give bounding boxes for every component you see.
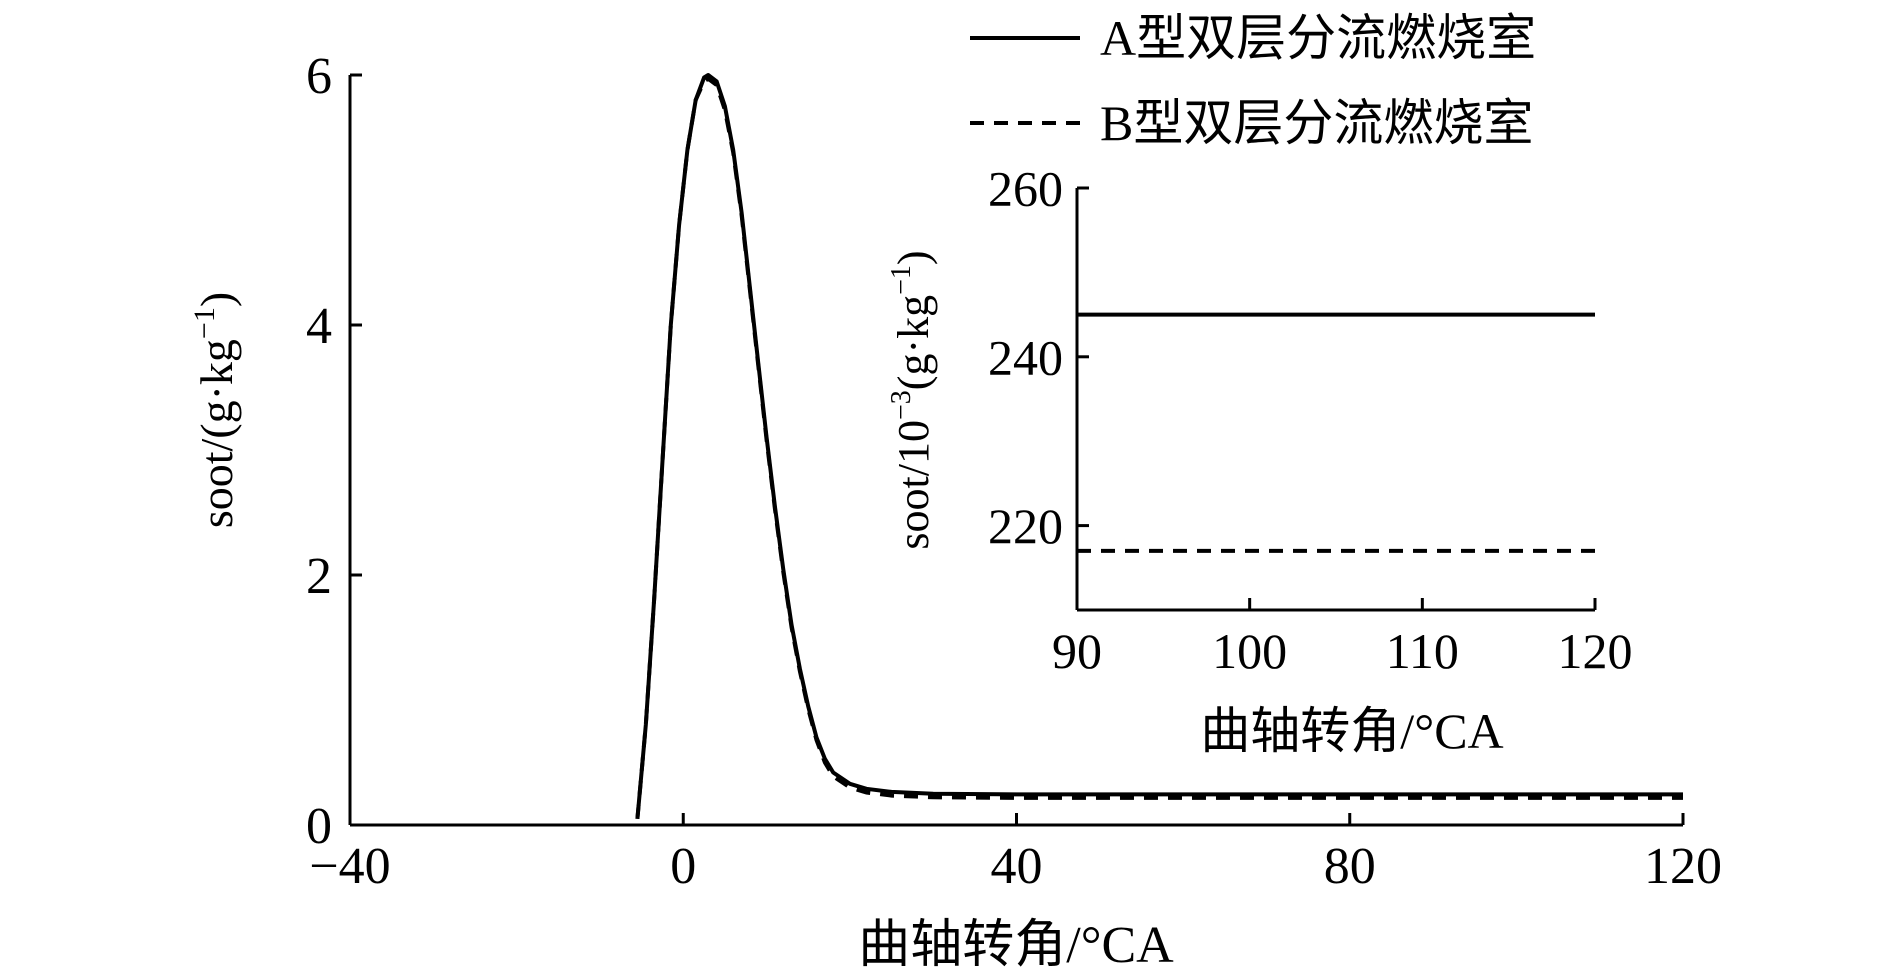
x-tick-label: 80 <box>1324 838 1376 895</box>
legend: A型双层分流燃烧室 B型双层分流燃烧室 <box>970 10 1536 151</box>
legend-item-a: A型双层分流燃烧室 <box>970 10 1536 66</box>
main-y-ticks: 0 2 4 6 <box>306 48 362 855</box>
legend-label-b: B型双层分流燃烧室 <box>1100 95 1533 151</box>
x-tick-label: 0 <box>670 838 696 895</box>
inset-x-ticks: 90 100 110 120 <box>1052 598 1633 679</box>
inset-plot: 90 100 110 120 220 240 260 曲轴转角/°CA soot/10−3… <box>886 161 1633 760</box>
x-tick-label: 120 <box>1558 623 1633 679</box>
main-series <box>635 73 1683 819</box>
x-tick-label: 40 <box>991 838 1043 895</box>
inset-y-axis-title: soot/10−3(g·kg−1) <box>886 250 938 549</box>
x-tick-label: −40 <box>309 838 390 895</box>
y-tick-label: 0 <box>306 798 332 855</box>
y-tick-label: 2 <box>306 548 332 605</box>
legend-label-a: A型双层分流燃烧室 <box>1100 10 1536 66</box>
y-tick-label: 4 <box>306 298 332 355</box>
series-line-b <box>635 76 1683 819</box>
y-tick-label: 240 <box>988 329 1063 385</box>
main-y-axis-title: soot/(g·kg−1) <box>188 292 242 528</box>
x-tick-label: 120 <box>1644 838 1722 895</box>
series-line-a <box>635 73 1683 819</box>
x-tick-label: 90 <box>1052 623 1102 679</box>
x-tick-label: 100 <box>1212 623 1287 679</box>
inset-x-axis-title: 曲轴转角/°CA <box>1200 703 1503 759</box>
legend-item-b: B型双层分流燃烧室 <box>970 95 1533 151</box>
main-x-axis-title: 曲轴转角/°CA <box>858 917 1174 974</box>
inset-series <box>1077 312 1595 553</box>
main-x-ticks: −40 0 40 80 120 <box>309 813 1722 895</box>
y-tick-label: 260 <box>988 161 1063 217</box>
y-tick-label: 220 <box>988 498 1063 554</box>
inset-y-ticks: 220 240 260 <box>988 161 1089 554</box>
x-tick-label: 110 <box>1386 623 1459 679</box>
y-tick-label: 6 <box>306 48 332 105</box>
